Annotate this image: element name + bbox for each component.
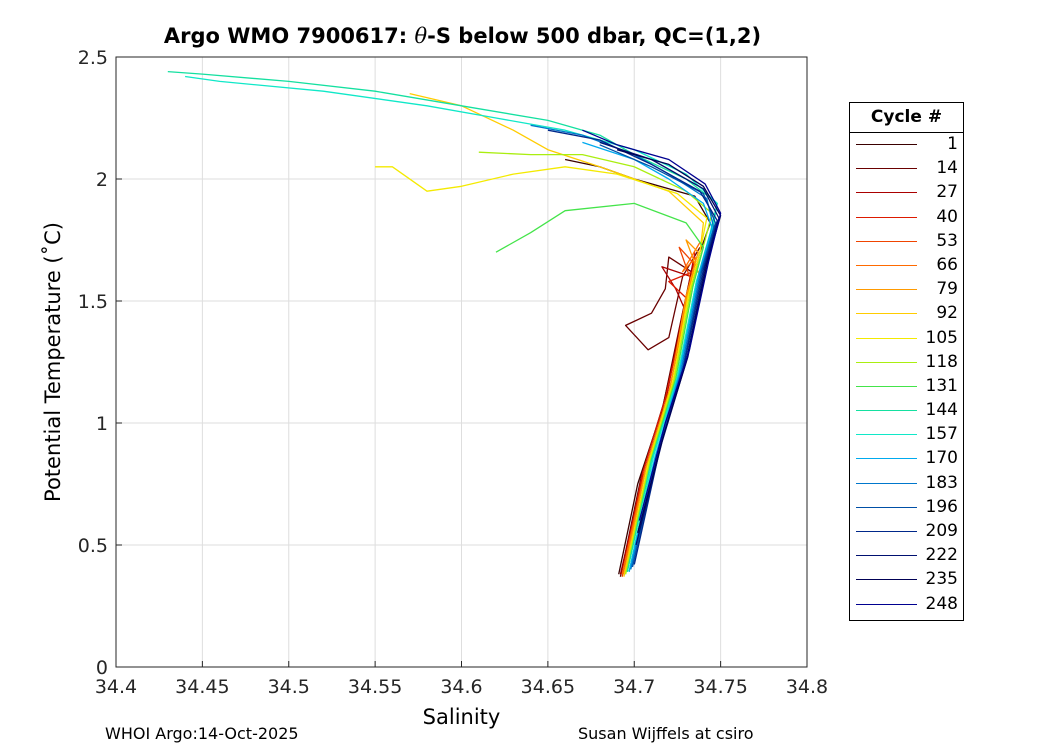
legend-swatch <box>856 216 917 218</box>
legend-label: 66 <box>936 254 958 275</box>
legend-item: 92 <box>850 302 963 326</box>
legend-label: 131 <box>925 375 958 396</box>
legend-label: 105 <box>925 327 958 348</box>
legend-label: 222 <box>925 545 958 566</box>
y-tick-label: 0 <box>96 657 108 679</box>
series-line-cycle-196 <box>599 144 717 568</box>
y-tick-label: 0.5 <box>78 535 108 557</box>
legend-label: 118 <box>925 351 958 372</box>
legend-label: 248 <box>925 593 958 614</box>
x-ticks: 34.4 34.45 34.5 34.55 34.6 34.65 34.7 34.75 34.8 <box>95 661 828 698</box>
legend-item: 118 <box>850 351 963 375</box>
legend-label: 27 <box>936 182 958 203</box>
y-tick-label: 2 <box>96 169 108 191</box>
footer-credit: WHOI Argo:14-Oct-2025 <box>105 724 299 743</box>
x-axis-label: Salinity <box>423 705 501 729</box>
legend-title: Cycle # <box>850 103 963 133</box>
legend-swatch <box>856 482 917 484</box>
x-tick-label: 34.6 <box>440 676 482 698</box>
legend-label: 53 <box>936 230 958 251</box>
legend-item: 105 <box>850 327 963 351</box>
footer-author: Susan Wijffels at csiro <box>578 724 754 743</box>
legend-swatch <box>856 506 917 508</box>
y-ticks: 0 0.5 1 1.5 2 2.5 <box>78 47 122 679</box>
legend-item: 157 <box>850 423 963 447</box>
legend-swatch <box>856 240 917 242</box>
legend-item: 209 <box>850 520 963 544</box>
legend-item: 40 <box>850 206 963 230</box>
y-tick-label: 2.5 <box>78 47 108 69</box>
legend-swatch <box>856 555 917 557</box>
legend-label: 1 <box>947 134 958 154</box>
legend-label: 92 <box>936 303 958 324</box>
legend-label: 235 <box>925 569 958 590</box>
legend: Cycle # 1 14 27 40 53 66 79 92 105 118 131 144 157 17… <box>849 102 964 621</box>
legend-items: 1 14 27 40 53 66 79 92 105 118 131 144 157 170 183 196 2… <box>850 133 963 617</box>
legend-item: 66 <box>850 254 963 278</box>
series-line-cycle-131 <box>495 202 705 572</box>
chart-title: Argo WMO 7900617: θ-S below 500 dbar, QC… <box>0 24 925 48</box>
title-theta-symbol: θ <box>414 24 428 48</box>
series-lines <box>167 70 722 577</box>
legend-item: 131 <box>850 375 963 399</box>
legend-item: 170 <box>850 447 963 471</box>
legend-item: 235 <box>850 568 963 592</box>
legend-label: 157 <box>925 424 958 445</box>
series-line-cycle-79 <box>623 239 701 575</box>
y-tick-label: 1.5 <box>78 291 108 313</box>
legend-swatch <box>856 385 917 387</box>
legend-item: 222 <box>850 544 963 568</box>
x-tick-label: 34.55 <box>348 676 402 698</box>
legend-label: 79 <box>936 279 958 300</box>
legend-swatch <box>856 361 917 363</box>
legend-item: 144 <box>850 399 963 423</box>
legend-swatch <box>856 289 917 291</box>
grid <box>115 56 808 668</box>
title-suffix: -S below 500 dbar, QC=(1,2) <box>427 24 762 48</box>
legend-swatch <box>856 168 917 170</box>
x-tick-label: 34.5 <box>268 676 310 698</box>
legend-label: 14 <box>936 158 958 179</box>
x-tick-label: 34.45 <box>175 676 229 698</box>
series-line-cycle-248 <box>582 129 722 521</box>
legend-swatch <box>856 434 917 436</box>
legend-item: 1 <box>850 133 963 157</box>
legend-swatch <box>856 531 917 532</box>
series-line-cycle-105 <box>375 166 708 575</box>
legend-label: 40 <box>936 206 958 227</box>
legend-swatch <box>856 458 917 460</box>
x-tick-label: 34.7 <box>613 676 655 698</box>
legend-label: 209 <box>925 521 958 541</box>
legend-swatch <box>856 192 917 194</box>
legend-item: 196 <box>850 496 963 520</box>
legend-swatch <box>856 264 917 266</box>
title-prefix: Argo WMO 7900617: <box>163 24 415 48</box>
legend-swatch <box>856 410 917 412</box>
legend-swatch <box>856 579 917 581</box>
legend-label: 183 <box>925 472 958 493</box>
legend-item: 248 <box>850 593 963 617</box>
legend-swatch <box>856 313 917 315</box>
legend-label: 144 <box>925 400 958 421</box>
legend-item: 183 <box>850 472 963 496</box>
legend-swatch <box>856 603 917 605</box>
x-tick-label: 34.8 <box>786 676 828 698</box>
x-tick-label: 34.75 <box>693 676 747 698</box>
legend-swatch <box>856 144 917 145</box>
legend-label: 170 <box>925 448 958 469</box>
y-tick-label: 1 <box>96 413 108 435</box>
legend-item: 79 <box>850 278 963 302</box>
y-axis-label: Potential Temperature (˚C) <box>41 222 65 502</box>
legend-item: 53 <box>850 230 963 254</box>
legend-item: 14 <box>850 157 963 181</box>
series-line-cycle-66 <box>621 242 701 575</box>
legend-swatch <box>856 337 917 339</box>
series-line-cycle-118 <box>478 151 713 575</box>
legend-item: 27 <box>850 181 963 205</box>
legend-label: 196 <box>925 496 958 517</box>
x-tick-label: 34.65 <box>521 676 575 698</box>
x-tick-label: 34.4 <box>95 676 137 698</box>
